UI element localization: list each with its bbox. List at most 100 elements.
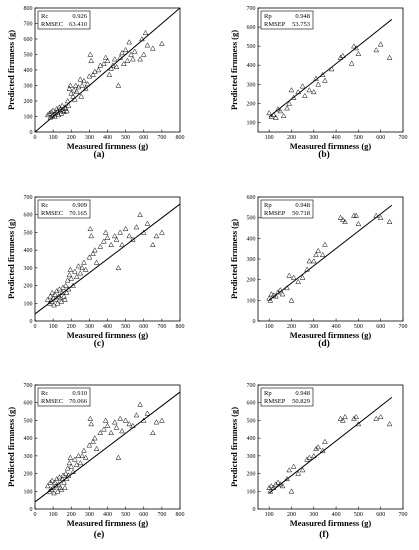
data-point <box>73 273 80 279</box>
data-point <box>79 264 85 271</box>
data-point <box>111 419 118 425</box>
y-tick-label: 600 <box>247 401 256 407</box>
data-point <box>113 236 120 242</box>
data-point <box>266 110 272 116</box>
data-point <box>348 60 355 66</box>
data-point <box>75 263 82 269</box>
data-point <box>159 40 165 46</box>
data-point <box>59 475 66 482</box>
x-tick-label: 100 <box>49 135 58 141</box>
data-point <box>315 81 322 87</box>
data-point <box>268 291 275 297</box>
panel-label: (b) <box>318 149 330 160</box>
stat-name: RMSEP <box>264 210 286 217</box>
y-tick-label: 200 <box>24 99 33 105</box>
data-point <box>53 296 59 302</box>
data-point <box>44 112 51 118</box>
data-point <box>48 108 55 115</box>
fit-line <box>268 397 393 494</box>
data-point <box>144 410 151 416</box>
data-point <box>90 250 96 256</box>
x-tick-label: 600 <box>139 324 148 330</box>
data-point <box>290 94 297 100</box>
data-point <box>328 66 335 72</box>
data-point <box>55 112 62 118</box>
x-tick-label: 700 <box>399 135 408 141</box>
data-point <box>86 442 93 448</box>
x-tick-label: 400 <box>103 135 112 141</box>
data-point <box>62 484 68 490</box>
data-point <box>48 486 55 492</box>
data-point <box>159 229 165 235</box>
data-point <box>108 65 114 71</box>
data-point <box>377 214 384 220</box>
scatter-panel-1: 0 100 200 300 400 500 600 700 800 0 100 200 300 400 50… <box>6 6 185 160</box>
data-point <box>353 45 359 51</box>
data-point <box>339 52 346 58</box>
data-point <box>386 54 393 60</box>
data-point <box>66 272 73 278</box>
data-point <box>140 51 147 57</box>
stat-value: 0.909 <box>72 202 87 209</box>
y-tick-label: 300 <box>24 84 33 90</box>
data-point <box>113 63 120 70</box>
data-point <box>275 479 281 485</box>
data-point <box>81 447 87 453</box>
y-tick-label: 300 <box>24 454 33 460</box>
y-tick-label: 400 <box>247 63 256 69</box>
x-tick-label: 800 <box>176 135 185 141</box>
stat-value: 53.753 <box>292 21 310 28</box>
panel-label: (c) <box>94 338 105 349</box>
data-point <box>102 417 109 423</box>
data-point <box>120 60 127 66</box>
data-point <box>77 460 84 466</box>
stat-name: RMSEC <box>41 21 63 28</box>
data-point <box>313 75 319 81</box>
data-point <box>144 42 151 48</box>
data-point <box>54 108 61 114</box>
data-point <box>72 456 78 462</box>
x-tick-label: 700 <box>157 324 166 330</box>
y-tick-label: 500 <box>24 53 33 59</box>
x-axis-label: Measured firmness (g) <box>67 330 149 340</box>
y-tick-label: 400 <box>247 436 256 442</box>
y-tick-label: 600 <box>24 213 33 219</box>
data-point <box>117 229 124 235</box>
data-point <box>81 77 87 84</box>
data-point <box>101 60 107 66</box>
y-tick-label: 600 <box>247 195 256 201</box>
data-point <box>72 96 78 102</box>
y-tick-label: 600 <box>24 401 33 407</box>
x-tick-label: 200 <box>287 324 296 330</box>
data-point <box>386 421 393 427</box>
data-point <box>71 87 77 93</box>
data-point <box>315 444 322 450</box>
data-point <box>313 445 319 451</box>
data-point <box>267 488 274 494</box>
data-point <box>377 413 384 420</box>
data-point <box>153 233 160 239</box>
data-point <box>288 297 295 303</box>
data-point <box>65 472 72 478</box>
data-point <box>310 89 317 95</box>
x-tick-label: 700 <box>399 324 408 330</box>
data-point <box>322 77 328 83</box>
data-point <box>319 71 326 77</box>
data-point <box>280 112 287 118</box>
data-point <box>339 216 346 222</box>
data-point <box>119 50 125 56</box>
stat-value: 70.066 <box>69 398 88 405</box>
data-point <box>342 413 348 420</box>
stat-name: Rc <box>41 202 48 209</box>
y-tick-label: 700 <box>24 195 33 201</box>
data-point <box>48 298 55 304</box>
x-tick-label: 100 <box>49 512 58 518</box>
y-tick-label: 400 <box>247 236 256 242</box>
data-point <box>90 438 96 444</box>
data-point <box>142 29 149 35</box>
data-point <box>70 93 76 99</box>
data-point <box>266 484 272 490</box>
data-point <box>87 225 94 232</box>
